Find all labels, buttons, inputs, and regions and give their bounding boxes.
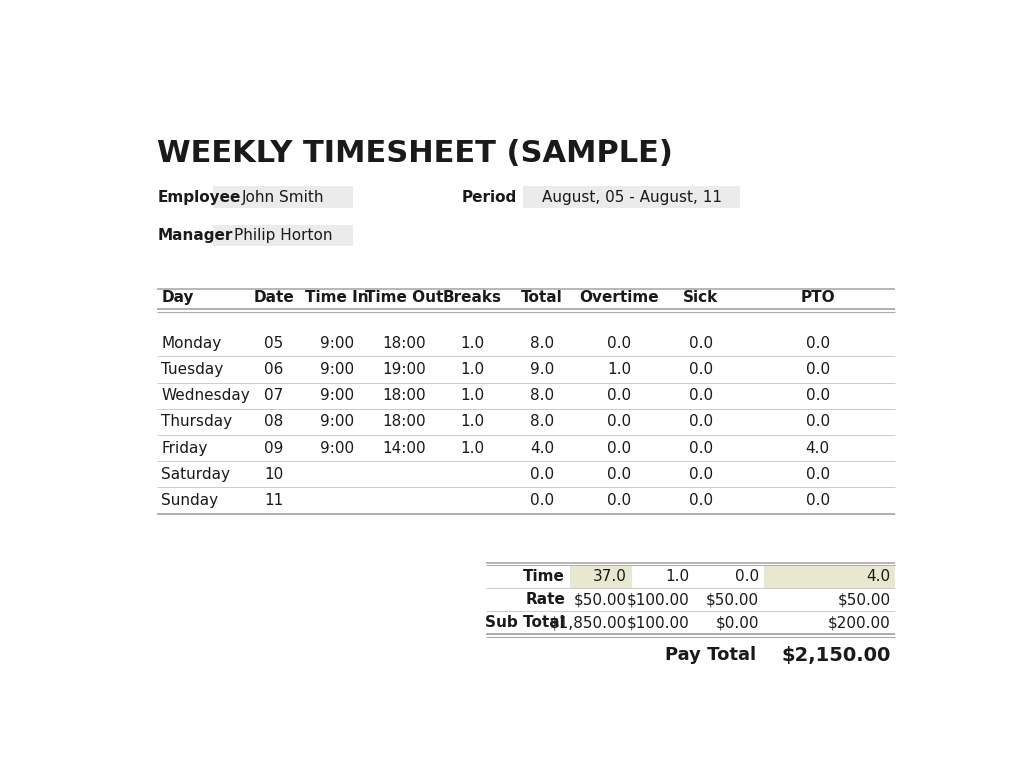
Text: Employee: Employee (158, 189, 241, 205)
Text: 06: 06 (264, 362, 284, 377)
Text: Sunday: Sunday (162, 493, 218, 508)
Text: 8.0: 8.0 (529, 388, 554, 404)
Text: Philip Horton: Philip Horton (233, 228, 332, 243)
Text: $100.00: $100.00 (627, 592, 689, 608)
Text: Manager: Manager (158, 228, 232, 243)
Text: 0.0: 0.0 (689, 362, 713, 377)
Text: 1.0: 1.0 (460, 388, 484, 404)
Text: 05: 05 (264, 336, 284, 351)
Text: 0.0: 0.0 (689, 414, 713, 429)
Text: 07: 07 (264, 388, 284, 404)
Text: Time: Time (523, 569, 565, 584)
Text: $1,850.00: $1,850.00 (550, 615, 627, 630)
Text: 0.0: 0.0 (607, 336, 632, 351)
Text: Sick: Sick (683, 289, 719, 305)
Text: Period: Period (461, 189, 516, 205)
Text: 0.0: 0.0 (806, 467, 829, 482)
Text: 0.0: 0.0 (689, 467, 713, 482)
Text: 9:00: 9:00 (321, 362, 354, 377)
Text: Pay Total: Pay Total (665, 646, 756, 664)
Text: 18:00: 18:00 (382, 414, 426, 429)
Text: 9:00: 9:00 (321, 414, 354, 429)
Text: 0.0: 0.0 (607, 467, 632, 482)
Text: 0.0: 0.0 (607, 388, 632, 404)
Text: Date: Date (253, 289, 294, 305)
Text: Day: Day (162, 289, 194, 305)
Text: Wednesday: Wednesday (162, 388, 250, 404)
Text: August, 05 - August, 11: August, 05 - August, 11 (542, 189, 722, 205)
Text: $50.00: $50.00 (706, 592, 759, 608)
Text: 1.0: 1.0 (460, 336, 484, 351)
Text: 0.0: 0.0 (529, 467, 554, 482)
Text: 1.0: 1.0 (460, 362, 484, 377)
Text: Time Out: Time Out (365, 289, 443, 305)
Text: Overtime: Overtime (580, 289, 659, 305)
Text: 0.0: 0.0 (689, 493, 713, 508)
Text: 4.0: 4.0 (866, 569, 891, 584)
Text: 11: 11 (264, 493, 284, 508)
Text: Sub Total: Sub Total (485, 615, 565, 630)
Text: 9:00: 9:00 (321, 388, 354, 404)
Text: $2,150.00: $2,150.00 (781, 646, 891, 665)
Text: 8.0: 8.0 (529, 414, 554, 429)
Text: 09: 09 (264, 441, 284, 456)
Text: 0.0: 0.0 (806, 388, 829, 404)
Text: 0.0: 0.0 (806, 362, 829, 377)
Text: Time In: Time In (305, 289, 369, 305)
Text: 0.0: 0.0 (689, 336, 713, 351)
Text: 0.0: 0.0 (689, 441, 713, 456)
Text: 0.0: 0.0 (607, 441, 632, 456)
Text: 37.0: 37.0 (593, 569, 627, 584)
Bar (523, 186, 740, 208)
Text: 0.0: 0.0 (689, 388, 713, 404)
Text: 9:00: 9:00 (321, 336, 354, 351)
Text: 9.0: 9.0 (529, 362, 554, 377)
Text: Monday: Monday (162, 336, 221, 351)
Text: 10: 10 (264, 467, 284, 482)
Text: 4.0: 4.0 (529, 441, 554, 456)
Text: 19:00: 19:00 (382, 362, 426, 377)
Text: 0.0: 0.0 (529, 493, 554, 508)
Text: WEEKLY TIMESHEET (SAMPLE): WEEKLY TIMESHEET (SAMPLE) (158, 140, 674, 168)
Text: Tuesday: Tuesday (162, 362, 223, 377)
Text: 0.0: 0.0 (806, 493, 829, 508)
Text: $0.00: $0.00 (716, 615, 759, 630)
Text: 0.0: 0.0 (806, 336, 829, 351)
Bar (569, 565, 632, 588)
Bar (213, 225, 352, 246)
Text: $200.00: $200.00 (827, 615, 891, 630)
Text: Breaks: Breaks (442, 289, 502, 305)
Text: 1.0: 1.0 (607, 362, 632, 377)
Text: John Smith: John Smith (242, 189, 325, 205)
Text: 8.0: 8.0 (529, 336, 554, 351)
Text: PTO: PTO (801, 289, 835, 305)
Text: 0.0: 0.0 (607, 414, 632, 429)
Text: 4.0: 4.0 (806, 441, 829, 456)
Text: 0.0: 0.0 (735, 569, 759, 584)
Text: 0.0: 0.0 (806, 414, 829, 429)
Text: Rate: Rate (525, 592, 565, 608)
Text: 9:00: 9:00 (321, 441, 354, 456)
Bar (213, 186, 352, 208)
Text: Saturday: Saturday (162, 467, 230, 482)
Text: Friday: Friday (162, 441, 208, 456)
Text: 1.0: 1.0 (460, 441, 484, 456)
Bar (764, 565, 895, 588)
Text: $50.00: $50.00 (838, 592, 891, 608)
Text: Thursday: Thursday (162, 414, 232, 429)
Text: 0.0: 0.0 (607, 493, 632, 508)
Text: 18:00: 18:00 (382, 336, 426, 351)
Text: 18:00: 18:00 (382, 388, 426, 404)
Text: $100.00: $100.00 (627, 615, 689, 630)
Text: 1.0: 1.0 (460, 414, 484, 429)
Text: Total: Total (521, 289, 563, 305)
Text: 08: 08 (264, 414, 284, 429)
Text: 14:00: 14:00 (382, 441, 426, 456)
Text: 1.0: 1.0 (665, 569, 689, 584)
Text: $50.00: $50.00 (574, 592, 627, 608)
